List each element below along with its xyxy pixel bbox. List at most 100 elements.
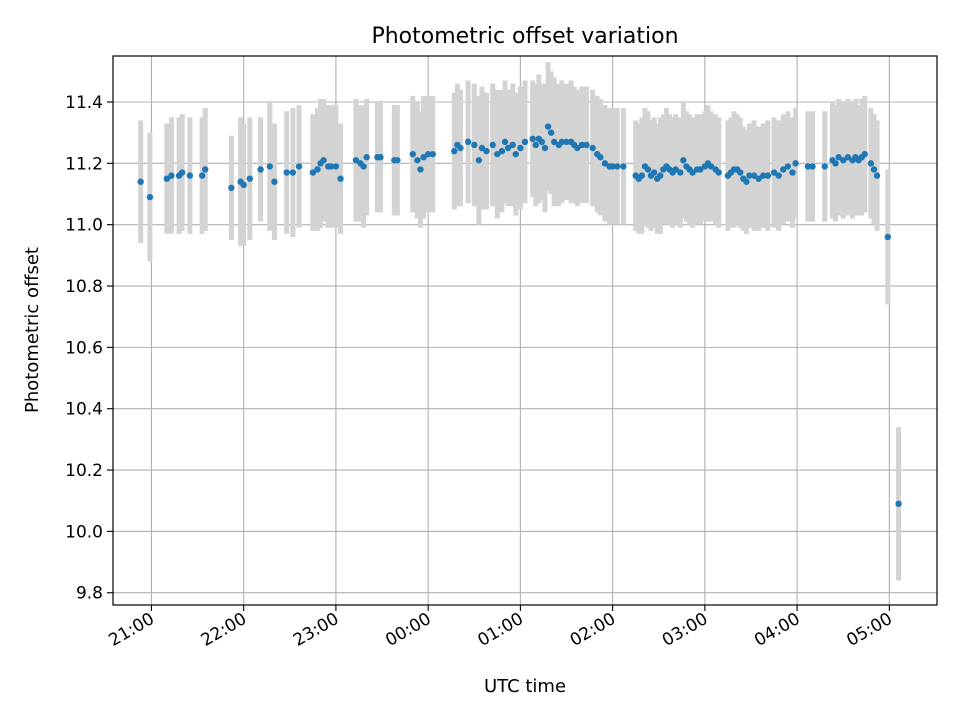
- data-point: [240, 181, 247, 189]
- data-point: [137, 178, 144, 185]
- data-point: [809, 163, 816, 170]
- data-point: [551, 138, 558, 146]
- data-point: [414, 157, 421, 164]
- data-point: [504, 144, 512, 152]
- data-point: [538, 138, 546, 146]
- data-point: [289, 169, 297, 176]
- data-point: [589, 144, 596, 152]
- data-point: [420, 154, 427, 161]
- data-point: [198, 172, 206, 179]
- y-tick-label: 10.8: [65, 277, 103, 297]
- data-point: [394, 157, 401, 164]
- data-point: [360, 163, 367, 170]
- data-point: [650, 169, 658, 176]
- data-point: [861, 150, 868, 158]
- data-point: [840, 157, 847, 164]
- data-point: [266, 163, 274, 170]
- data-point: [377, 154, 384, 161]
- data-point: [457, 144, 464, 152]
- data-point: [558, 138, 566, 146]
- y-tick-label: 11.4: [65, 93, 103, 113]
- data-point: [672, 166, 679, 173]
- data-point: [609, 163, 616, 170]
- y-tick-label: 10.6: [65, 338, 103, 358]
- data-point: [471, 141, 478, 149]
- data-point: [583, 141, 590, 149]
- y-tick-label: 9.8: [76, 584, 103, 604]
- data-point: [451, 147, 458, 155]
- data-point: [478, 144, 486, 152]
- data-point: [680, 157, 687, 164]
- y-axis-ticks: 9.8 10.0 10.2 10.4 10.6 10.8 11.0 11.2 11.4: [65, 93, 113, 604]
- data-point: [867, 160, 875, 167]
- data-point: [483, 147, 490, 155]
- y-tick-label: 11.0: [65, 216, 103, 236]
- data-point: [884, 233, 892, 241]
- data-point: [737, 169, 744, 176]
- y-tick-label: 10.0: [65, 522, 103, 542]
- y-tick-label: 10.4: [65, 400, 103, 420]
- chart-title: Photometric offset variation: [371, 24, 678, 49]
- data-point: [202, 166, 209, 173]
- y-tick-label: 10.2: [65, 461, 103, 481]
- data-point: [501, 138, 509, 146]
- data-point: [283, 169, 290, 176]
- data-point: [760, 172, 767, 179]
- data-point: [895, 500, 902, 507]
- data-point: [835, 154, 842, 161]
- data-markers: [137, 123, 902, 507]
- data-point: [178, 169, 186, 176]
- data-point: [873, 172, 881, 179]
- data-point: [832, 160, 839, 167]
- x-axis-label: UTC time: [484, 676, 566, 697]
- data-point: [547, 129, 555, 136]
- data-point: [804, 163, 812, 170]
- data-point: [328, 163, 335, 170]
- data-point: [529, 135, 536, 143]
- data-point: [417, 166, 424, 173]
- data-point: [697, 166, 704, 173]
- data-point: [601, 160, 609, 167]
- data-point: [715, 169, 722, 176]
- data-point: [563, 138, 570, 146]
- data-point: [309, 169, 317, 176]
- data-point: [494, 150, 501, 158]
- data-point: [489, 141, 496, 149]
- data-point: [844, 154, 852, 161]
- data-point: [620, 163, 627, 170]
- data-point: [755, 175, 762, 182]
- data-point: [337, 175, 344, 182]
- data-point: [521, 138, 529, 146]
- data-point: [614, 163, 621, 170]
- y-tick-label: 11.2: [65, 154, 103, 174]
- data-point: [597, 154, 604, 161]
- data-point: [363, 154, 370, 161]
- data-point: [517, 144, 524, 152]
- data-point: [146, 193, 154, 201]
- data-point: [574, 144, 581, 152]
- data-point: [541, 144, 549, 152]
- data-point: [257, 166, 264, 173]
- data-point: [775, 172, 782, 179]
- data-point: [424, 150, 432, 158]
- data-point: [320, 157, 327, 164]
- data-point: [789, 169, 796, 176]
- plot-frame: [112, 55, 938, 606]
- data-point: [657, 172, 664, 179]
- data-point: [677, 169, 684, 176]
- data-point: [271, 178, 278, 185]
- data-point: [544, 123, 552, 130]
- data-point: [644, 166, 652, 173]
- data-point: [246, 175, 254, 182]
- data-point: [780, 166, 787, 173]
- data-point: [163, 175, 171, 182]
- data-point: [168, 172, 175, 179]
- data-point: [578, 141, 586, 149]
- data-point: [498, 147, 506, 155]
- data-point: [532, 141, 539, 149]
- data-point: [743, 178, 750, 185]
- data-point: [509, 141, 516, 149]
- data-point: [707, 163, 715, 170]
- data-point: [295, 163, 303, 170]
- data-point: [332, 163, 340, 170]
